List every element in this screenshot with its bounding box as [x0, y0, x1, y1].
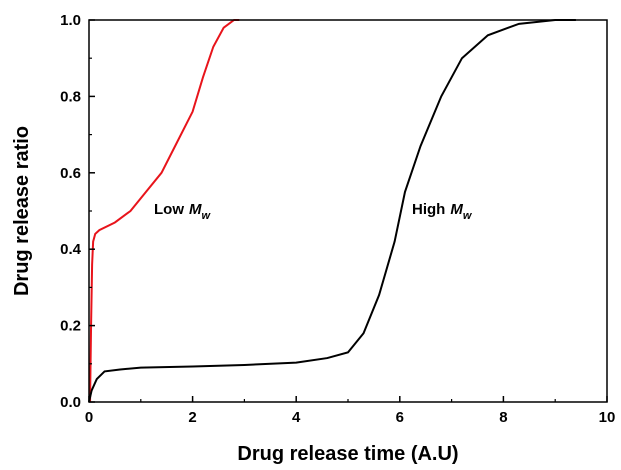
x-tick-label: 6	[396, 409, 404, 426]
annotation-subscript: w	[463, 210, 473, 222]
y-tick-label: 1.0	[60, 12, 81, 29]
y-tick-label: 0.0	[60, 394, 81, 411]
annotation: High Mw	[412, 201, 473, 222]
x-tick-label: 4	[292, 409, 301, 426]
annotation-text: Low	[154, 201, 184, 218]
x-axis-title: Drug release time (A.U)	[237, 443, 458, 465]
line-series	[88, 19, 576, 403]
y-tick-label: 0.6	[60, 165, 81, 182]
y-tick-label: 0.8	[60, 88, 81, 105]
x-tick-label: 0	[85, 409, 93, 426]
annotation-subscript: w	[202, 210, 212, 222]
annotation-symbol: M	[189, 201, 202, 218]
annotation: Low Mw	[154, 201, 212, 222]
y-axis-title: Drug release ratio	[11, 126, 33, 296]
annotation-symbol: M	[450, 201, 463, 218]
annotation-text: High	[412, 201, 445, 218]
x-tick-label: 10	[599, 409, 616, 426]
y-tick-label: 0.2	[60, 318, 81, 335]
y-tick-label: 0.4	[60, 241, 82, 258]
x-tick-label: 2	[188, 409, 196, 426]
x-tick-label: 8	[499, 409, 507, 426]
